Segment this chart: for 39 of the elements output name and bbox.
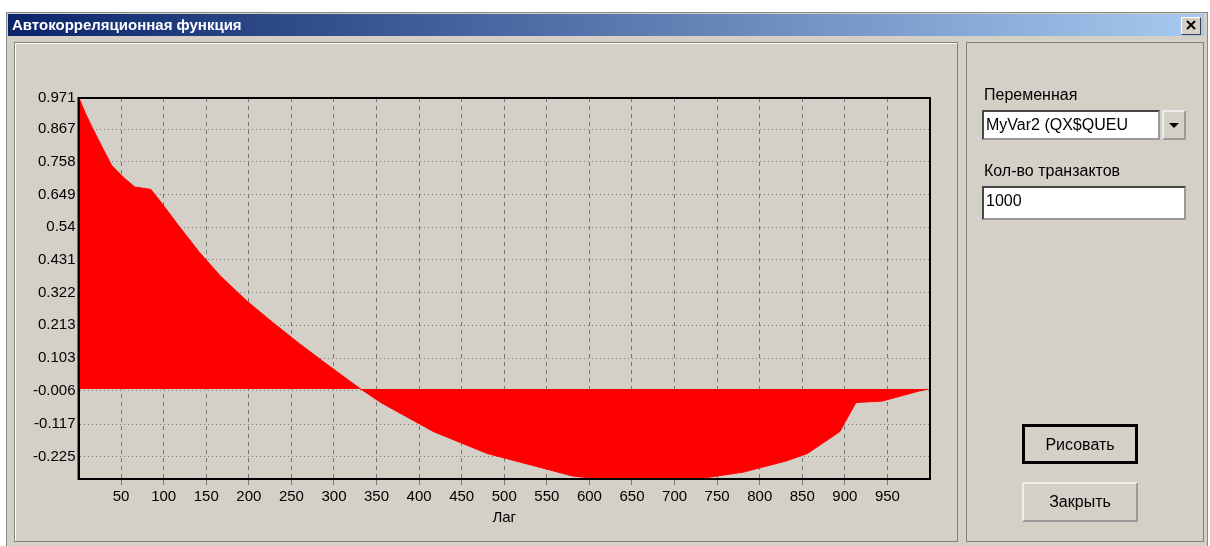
- x-tick-label: 200: [236, 487, 262, 505]
- x-tick-label: 600: [576, 487, 602, 505]
- x-tick-label: 400: [406, 487, 432, 505]
- x-tick-label: 900: [832, 487, 858, 505]
- text: Переменная: [984, 86, 1079, 105]
- y-tick-label: 0.971: [37, 88, 76, 106]
- y-tick-label: 0.322: [37, 282, 76, 300]
- x-tick-label: 100: [151, 487, 177, 505]
- x-tick-label: 950: [874, 487, 900, 505]
- y-tick-label: -0.006: [32, 381, 76, 399]
- text: Рисовать: [1022, 424, 1138, 464]
- chart-title: Автокорреляционная функция: [8, 14, 1204, 36]
- y-tick-label: 0.758: [37, 151, 76, 169]
- x-tick-label: 850: [789, 487, 815, 505]
- y-tick-label: 0.213: [37, 315, 76, 333]
- x-tick-label: 150: [193, 487, 219, 505]
- y-tick-label: 0.867: [37, 119, 76, 137]
- x-tick-label: 750: [704, 487, 730, 505]
- x-tick-label: 350: [364, 487, 390, 505]
- x-tick-label: 650: [619, 487, 645, 505]
- y-tick-label: 0.54: [46, 217, 76, 235]
- x-tick-label: 300: [321, 487, 347, 505]
- x-tick-label: 550: [534, 487, 560, 505]
- x-tick-label: 700: [662, 487, 688, 505]
- y-tick-label: 0.431: [37, 250, 76, 268]
- text: Кол-во транзактов: [984, 162, 1122, 181]
- text: MyVar2 (QX$QUEU: [982, 110, 1160, 140]
- y-tick-label: 0.103: [37, 348, 76, 366]
- x-tick-label: 450: [449, 487, 475, 505]
- x-tick-label: 800: [747, 487, 773, 505]
- y-tick-label: -0.225: [32, 446, 76, 464]
- y-tick-label: -0.117: [34, 414, 76, 432]
- x-axis-title: Лаг: [492, 508, 517, 526]
- y-tick-label: 0.649: [37, 184, 76, 202]
- x-tick-label: 50: [112, 487, 130, 505]
- text: Закрыть: [1022, 482, 1138, 522]
- text: 1000: [982, 186, 1186, 220]
- x-tick-label: 500: [491, 487, 517, 505]
- x-tick-label: 250: [278, 487, 304, 505]
